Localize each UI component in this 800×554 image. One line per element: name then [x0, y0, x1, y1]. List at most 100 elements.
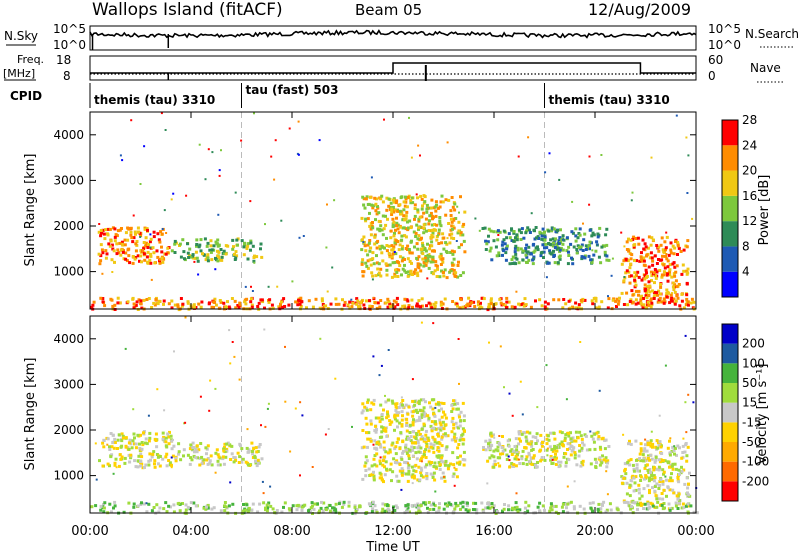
echo-cell [668, 270, 672, 274]
echo-cell [505, 453, 509, 457]
echo-cell [419, 305, 422, 309]
echo-cell [370, 401, 374, 405]
echo-cell [162, 435, 166, 439]
echo-cell [439, 224, 443, 228]
echo-cell [482, 297, 486, 301]
echo-cell [245, 446, 249, 450]
echo-cell [639, 255, 643, 259]
echo-cell [324, 508, 328, 512]
echo-cell [166, 432, 170, 436]
echo-cell [400, 410, 404, 414]
echo-cell [407, 306, 411, 310]
echo-cell [373, 242, 377, 246]
nsky-right-tick-bottom: 10^0 [708, 38, 741, 52]
echo-cell [334, 377, 337, 380]
echo-cell [242, 245, 246, 249]
echo-cell [628, 494, 632, 498]
echo-cell [532, 255, 536, 259]
echo-cell [452, 224, 455, 227]
echo-cell [172, 510, 176, 514]
echo-cell [358, 505, 362, 509]
echo-cell [184, 508, 188, 512]
echo-cell [653, 485, 657, 488]
echo-cell [657, 497, 661, 501]
echo-cell [383, 455, 387, 459]
echo-cell [650, 156, 653, 159]
echo-cell [515, 233, 519, 237]
echo-cell [518, 303, 522, 307]
echo-cell [578, 444, 582, 447]
echo-cell [393, 509, 397, 512]
echo-cell [569, 500, 573, 504]
echo-cell [504, 258, 508, 262]
echo-cell [597, 509, 601, 513]
echo-cell [165, 452, 169, 456]
echo-cell [657, 443, 661, 447]
echo-cell [382, 448, 386, 452]
echo-cell [400, 247, 404, 251]
echo-cell [425, 477, 429, 481]
echo-cell [256, 461, 260, 465]
echo-cell [119, 154, 122, 157]
echo-cell [212, 306, 215, 309]
echo-cell [378, 462, 382, 466]
echo-cell [526, 509, 530, 513]
echo-cell [550, 504, 554, 508]
echo-cell [361, 258, 365, 262]
echo-cell [108, 244, 112, 248]
echo-cell [142, 241, 146, 244]
echo-cell [692, 300, 696, 304]
echo-cell [545, 246, 549, 250]
echo-cell [452, 268, 456, 272]
echo-cell [432, 502, 435, 506]
echo-cell [407, 457, 411, 460]
echo-cell [462, 222, 466, 226]
echo-cell [524, 247, 528, 250]
echo-cell [593, 447, 597, 451]
echo-cell [455, 475, 459, 479]
echo-cell [622, 303, 626, 306]
echo-cell [534, 463, 538, 467]
echo-cell [395, 474, 399, 478]
echo-cell [404, 200, 408, 204]
echo-cell [363, 464, 367, 468]
echo-cell [210, 248, 214, 252]
echo-cell [434, 301, 438, 305]
echo-cell [633, 258, 636, 262]
echo-cell [163, 209, 166, 212]
echo-cell [445, 276, 449, 280]
echo-cell [426, 414, 430, 418]
echo-cell [466, 501, 469, 505]
echo-cell [156, 462, 160, 466]
echo-cell [660, 258, 664, 262]
echo-cell [610, 274, 613, 277]
echo-cell [416, 441, 420, 445]
echo-cell [474, 217, 477, 220]
echo-cell [197, 245, 201, 249]
echo-cell [398, 469, 402, 473]
echo-cell [214, 240, 218, 244]
echo-cell [588, 501, 592, 505]
echo-cell [632, 501, 636, 505]
echo-cell [139, 433, 142, 437]
echo-cell [375, 197, 378, 201]
echo-cell [430, 249, 434, 253]
echo-cell [417, 255, 421, 259]
echo-cell [677, 468, 681, 472]
echo-cell [159, 230, 163, 234]
echo-cell [511, 255, 515, 259]
echo-cell [139, 249, 143, 253]
echo-cell [247, 448, 251, 452]
echo-cell [390, 443, 394, 447]
echo-cell [111, 247, 115, 251]
echo-cell [630, 253, 634, 257]
echo-cell [231, 247, 235, 251]
echo-cell [400, 396, 403, 399]
echo-cell [252, 256, 256, 259]
echo-cell [669, 241, 673, 245]
echo-cell [517, 155, 520, 158]
echo-cell [136, 254, 140, 258]
echo-cell [647, 235, 651, 239]
echo-cell [132, 505, 136, 509]
echo-cell [401, 399, 405, 402]
